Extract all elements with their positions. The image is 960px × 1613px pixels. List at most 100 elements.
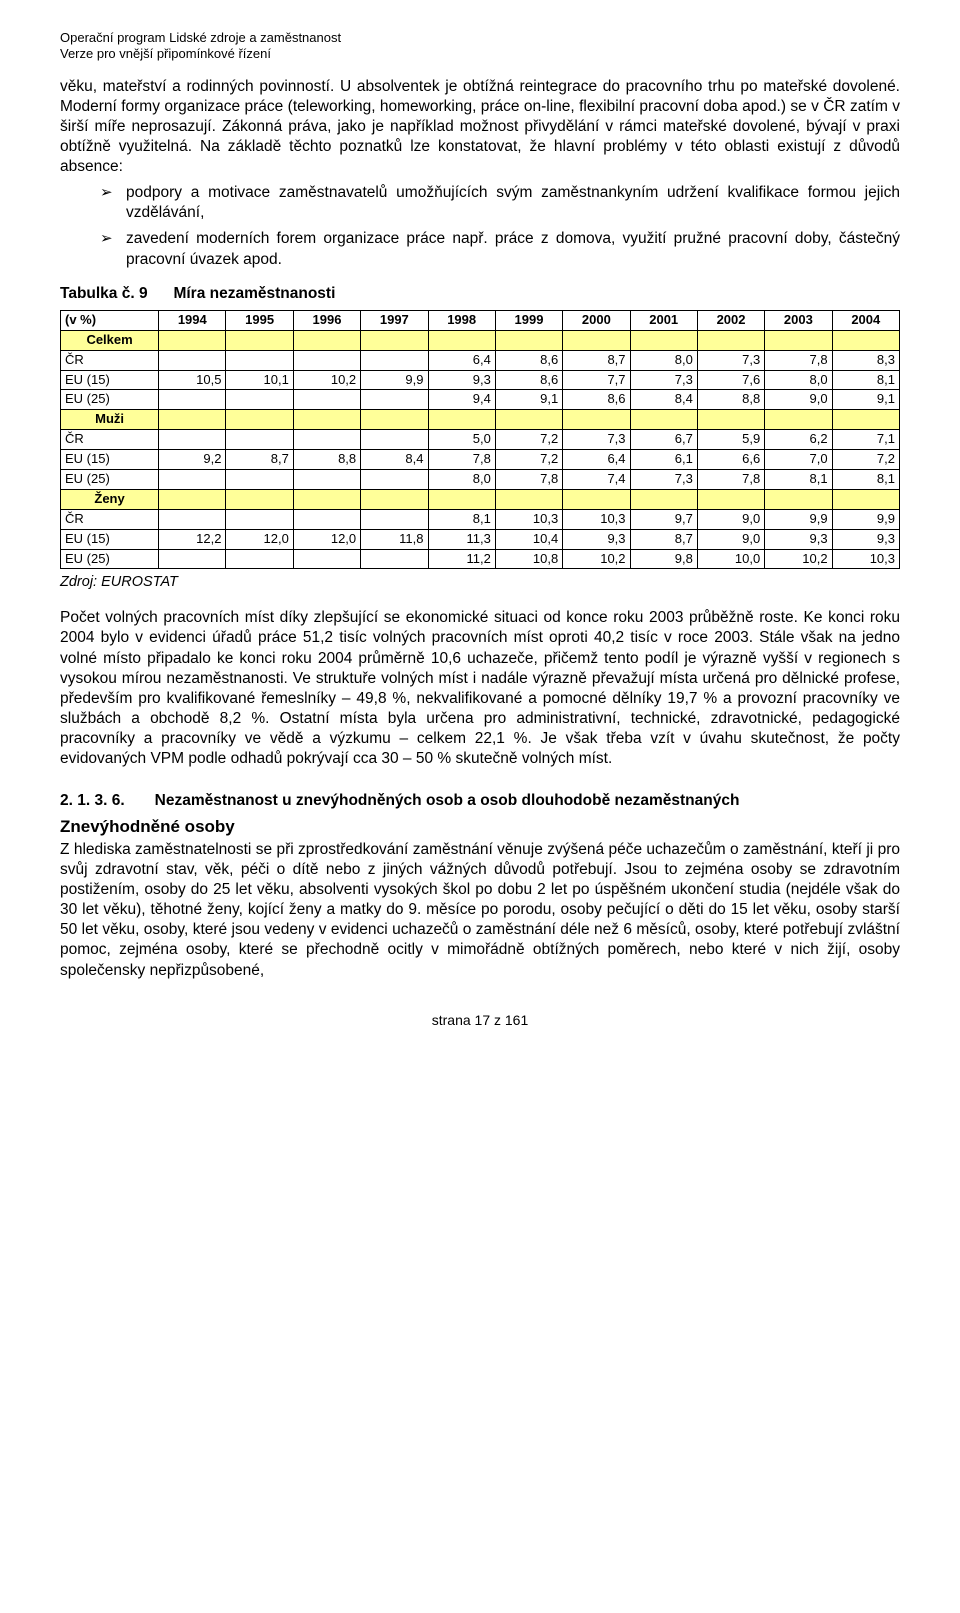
table-cell-empty — [697, 489, 764, 509]
column-header-year: 1998 — [428, 310, 495, 330]
table-cell — [293, 390, 360, 410]
table-row-label: ČR — [61, 350, 159, 370]
table-cell: 6,4 — [428, 350, 495, 370]
table-cell: 9,3 — [765, 529, 832, 549]
table-cell: 8,3 — [832, 350, 899, 370]
table-cell — [159, 549, 226, 569]
table-cell: 8,4 — [361, 450, 428, 470]
table-cell: 6,2 — [765, 430, 832, 450]
table-cell — [361, 549, 428, 569]
table-row-label: EU (25) — [61, 390, 159, 410]
table-cell: 9,7 — [630, 509, 697, 529]
column-header-year: 1994 — [159, 310, 226, 330]
table-cell: 7,8 — [495, 470, 562, 490]
table-row-label: EU (15) — [61, 450, 159, 470]
table-section-label: Celkem — [61, 330, 159, 350]
table-cell: 7,3 — [697, 350, 764, 370]
table-row-label: ČR — [61, 509, 159, 529]
table-cell: 7,6 — [697, 370, 764, 390]
table-cell: 10,2 — [293, 370, 360, 390]
table-cell: 6,4 — [563, 450, 630, 470]
table-cell-empty — [630, 489, 697, 509]
table-cell — [159, 509, 226, 529]
table-cell — [226, 350, 293, 370]
table-cell-empty — [765, 330, 832, 350]
table-cell: 8,1 — [765, 470, 832, 490]
table-cell: 10,3 — [832, 549, 899, 569]
table-caption: Tabulka č. 9 Míra nezaměstnanosti — [60, 284, 900, 304]
table-cell: 10,8 — [495, 549, 562, 569]
table-cell — [293, 430, 360, 450]
table-cell: 9,3 — [428, 370, 495, 390]
header-line-1: Operační program Lidské zdroje a zaměstn… — [60, 30, 900, 46]
table-cell: 12,0 — [293, 529, 360, 549]
table-cell-empty — [159, 489, 226, 509]
table-cell — [361, 470, 428, 490]
table-cell: 8,1 — [832, 370, 899, 390]
table-cell: 9,0 — [697, 529, 764, 549]
section-number: 2. 1. 3. 6. — [60, 791, 125, 811]
table-cell: 10,2 — [563, 549, 630, 569]
table-cell: 9,1 — [495, 390, 562, 410]
table-cell-empty — [361, 489, 428, 509]
table-cell: 7,3 — [630, 370, 697, 390]
table-cell: 5,9 — [697, 430, 764, 450]
table-cell-empty — [226, 410, 293, 430]
table-cell-empty — [226, 330, 293, 350]
table-cell-empty — [428, 330, 495, 350]
table-cell: 6,7 — [630, 430, 697, 450]
table-cell: 9,0 — [697, 509, 764, 529]
table-cell-empty — [293, 489, 360, 509]
paragraph-disadvantaged: Z hlediska zaměstnatelnosti se při zpros… — [60, 840, 900, 981]
table-cell: 9,2 — [159, 450, 226, 470]
table-section-label: Ženy — [61, 489, 159, 509]
table-cell-empty — [563, 489, 630, 509]
table-cell: 12,0 — [226, 529, 293, 549]
table-cell-empty — [495, 330, 562, 350]
table-row-label: EU (15) — [61, 529, 159, 549]
table-cell-empty — [563, 410, 630, 430]
table-cell — [226, 430, 293, 450]
table-cell-empty — [159, 330, 226, 350]
table-cell-empty — [428, 489, 495, 509]
table-cell: 9,8 — [630, 549, 697, 569]
table-row-label: ČR — [61, 430, 159, 450]
table-cell: 9,9 — [765, 509, 832, 529]
table-cell: 9,4 — [428, 390, 495, 410]
table-cell-empty — [495, 410, 562, 430]
table-cell-empty — [293, 410, 360, 430]
page-footer: strana 17 z 161 — [60, 1011, 900, 1029]
column-header-year: 1999 — [495, 310, 562, 330]
table-cell: 8,7 — [630, 529, 697, 549]
table-number: Tabulka č. 9 — [60, 285, 148, 302]
table-cell: 8,8 — [697, 390, 764, 410]
document-header: Operační program Lidské zdroje a zaměstn… — [60, 30, 900, 63]
table-cell-empty — [226, 489, 293, 509]
table-cell: 6,6 — [697, 450, 764, 470]
table-cell: 8,6 — [563, 390, 630, 410]
table-cell: 8,0 — [765, 370, 832, 390]
table-cell: 9,9 — [361, 370, 428, 390]
table-cell-empty — [361, 330, 428, 350]
table-cell: 11,3 — [428, 529, 495, 549]
table-cell: 8,6 — [495, 370, 562, 390]
table-cell: 7,8 — [697, 470, 764, 490]
table-cell: 9,1 — [832, 390, 899, 410]
bullet-item: podpory a motivace zaměstnavatelů umožňu… — [100, 183, 900, 223]
table-cell — [226, 549, 293, 569]
table-cell: 7,1 — [832, 430, 899, 450]
table-cell: 10,2 — [765, 549, 832, 569]
table-cell: 12,2 — [159, 529, 226, 549]
column-header-year: 2002 — [697, 310, 764, 330]
table-cell-empty — [832, 410, 899, 430]
table-cell-empty — [832, 489, 899, 509]
table-cell — [159, 390, 226, 410]
section-heading: 2. 1. 3. 6. Nezaměstnanost u znevýhodněn… — [60, 791, 900, 811]
table-cell-empty — [697, 410, 764, 430]
table-cell: 8,8 — [293, 450, 360, 470]
table-cell — [226, 470, 293, 490]
table-cell-empty — [765, 410, 832, 430]
table-cell-empty — [361, 410, 428, 430]
table-cell: 9,0 — [765, 390, 832, 410]
paragraph-jobs: Počet volných pracovních míst díky zlepš… — [60, 608, 900, 769]
